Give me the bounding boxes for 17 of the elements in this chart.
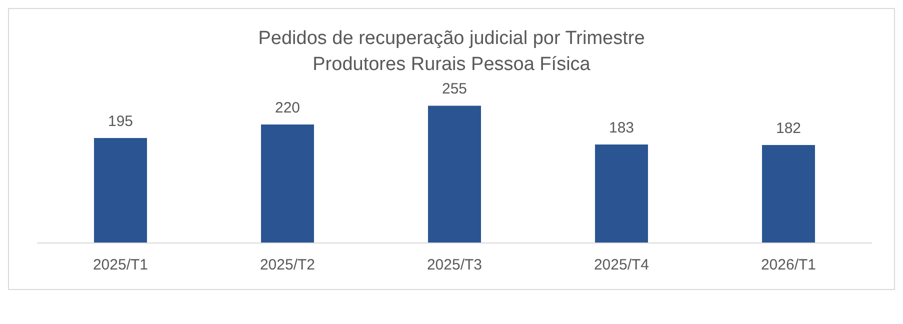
data-label: 183 [608,119,634,136]
data-label: 220 [274,100,300,117]
bar [94,138,147,243]
x-tick-label: 2025/T3 [426,256,482,274]
x-tick-label: 2026/T1 [760,256,816,274]
chart-subtitle: Produtores Rurais Pessoa Física [312,53,592,77]
bar [595,144,648,243]
x-tick-label: 2025/T1 [92,256,148,274]
data-label: 182 [776,120,802,137]
data-label: 255 [442,80,468,98]
bar [428,106,481,243]
bar [261,124,314,243]
x-tick-label: 2025/T2 [260,256,316,274]
bar [762,145,815,243]
chart-title: Pedidos de recuperação judicial por Trimestre [257,27,646,51]
x-tick-label: 2025/T4 [594,256,650,274]
data-label: 195 [108,113,134,130]
